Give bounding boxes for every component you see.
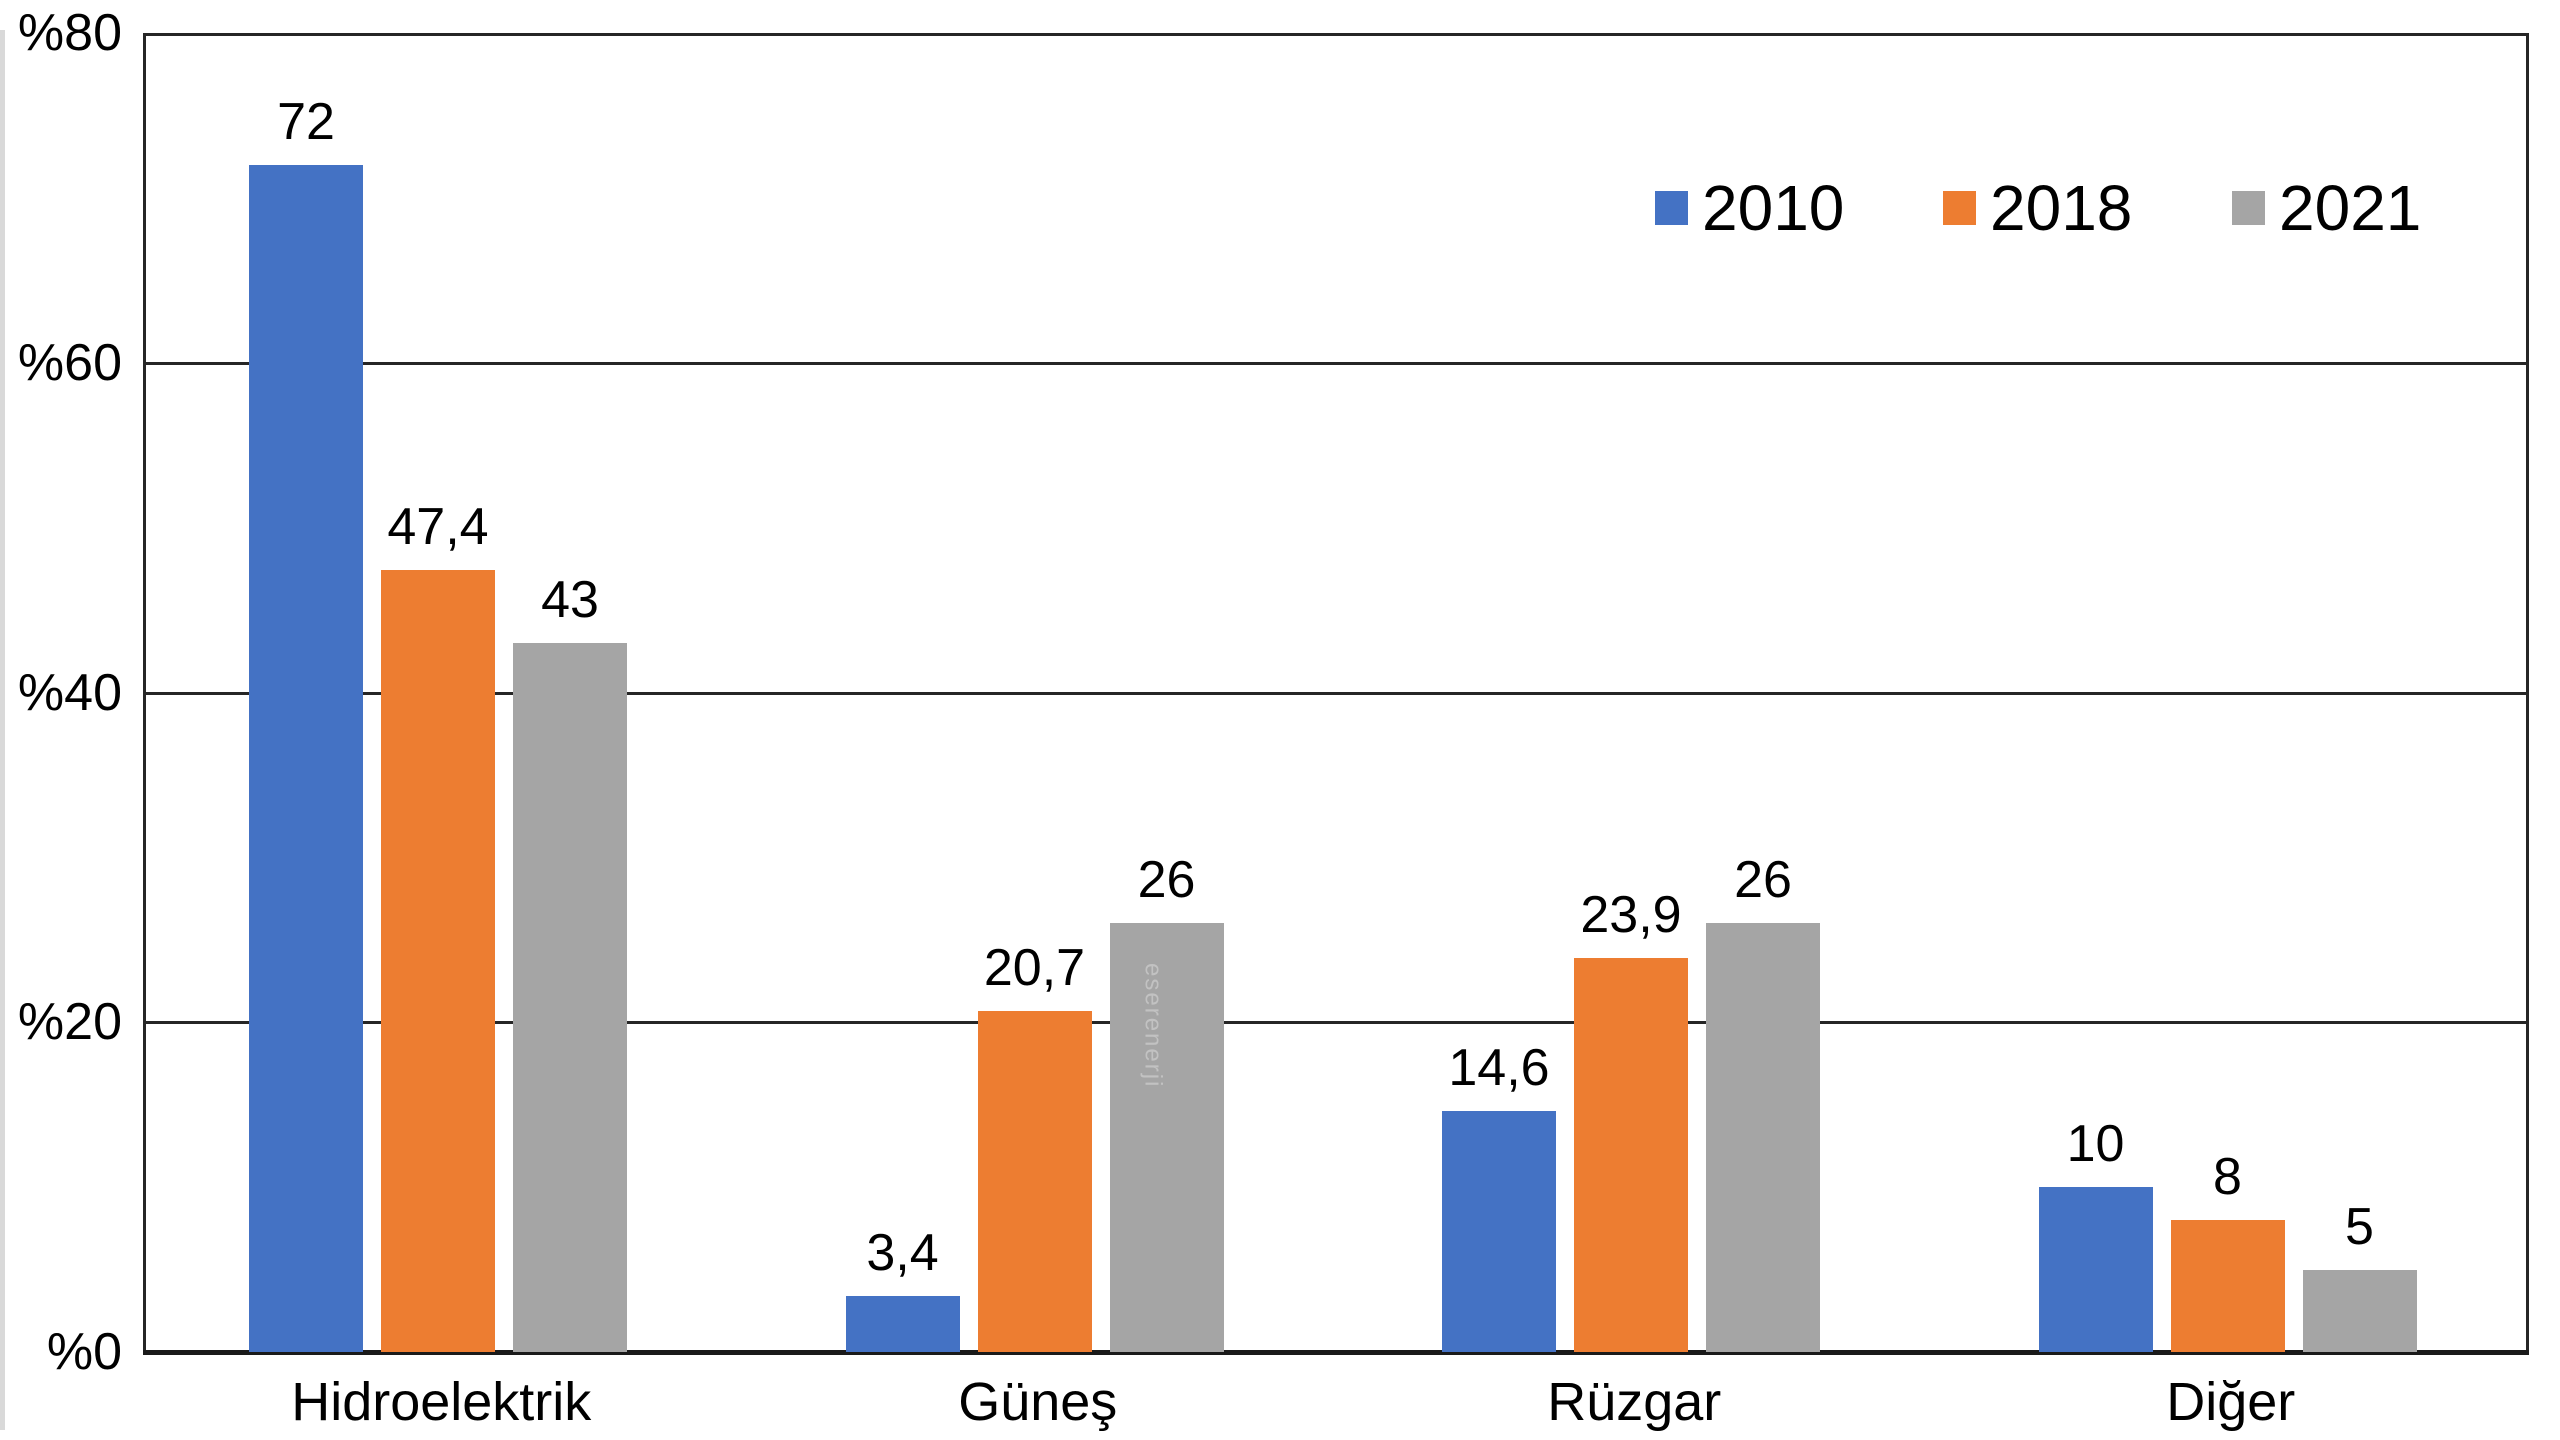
watermark-text: eserenerji <box>1139 963 1167 1089</box>
bar-2010-diğer <box>2038 1187 2153 1352</box>
bar-2010-hidroelektrik <box>249 164 363 1352</box>
legend-label-2018: 2018 <box>1990 172 2133 244</box>
value-label-2018-hidroelektrik: 47,4 <box>387 498 489 557</box>
value-label-2021-hidroelektrik: 43 <box>541 571 599 630</box>
y-axis-tick-label: %40 <box>17 663 122 722</box>
bar-2021-rüzgar <box>1706 923 1820 1352</box>
bar-2021-güneş <box>1109 923 1224 1352</box>
category-label-güneş: Güneş <box>958 1372 1118 1432</box>
bar-2010-rüzgar <box>1442 1111 1556 1352</box>
bar-2018-rüzgar <box>1574 957 1688 1352</box>
legend-swatch-2010 <box>1655 191 1688 225</box>
value-label-2010-diğer: 10 <box>2066 1115 2125 1174</box>
bar-2018-hidroelektrik <box>381 570 495 1352</box>
image-edge-artifact <box>0 30 5 1430</box>
bar-2018-diğer <box>2170 1220 2285 1352</box>
legend-item-2021: 2021 <box>2232 176 2421 240</box>
y-axis-tick-label: %20 <box>17 993 122 1052</box>
value-label-2021-diğer: 5 <box>2345 1197 2374 1256</box>
gridline-40 <box>143 691 2529 695</box>
value-label-2021-güneş: 26 <box>1137 851 1196 910</box>
value-label-2010-rüzgar: 14,6 <box>1448 1039 1550 1098</box>
value-label-2021-rüzgar: 26 <box>1734 851 1792 910</box>
legend-swatch-2021 <box>2232 191 2265 225</box>
gridline-60 <box>143 361 2529 365</box>
category-label-diğer: Diğer <box>2166 1372 2296 1432</box>
category-label-rüzgar: Rüzgar <box>1547 1372 1722 1432</box>
x-axis-line <box>143 1350 2529 1355</box>
gridline-20 <box>143 1021 2529 1025</box>
bar-2021-diğer <box>2302 1269 2417 1352</box>
y-axis-tick-label: %60 <box>17 333 122 392</box>
value-label-2018-rüzgar: 23,9 <box>1580 885 1682 944</box>
value-label-2010-hidroelektrik: 72 <box>277 92 335 151</box>
bar-2018-güneş <box>977 1010 1092 1352</box>
value-label-2010-güneş: 3,4 <box>866 1223 939 1282</box>
bar-2021-hidroelektrik <box>513 643 627 1352</box>
legend-label-2021: 2021 <box>2279 172 2422 244</box>
y-axis-tick-label: %80 <box>17 4 122 62</box>
value-label-2018-diğer: 8 <box>2213 1148 2242 1207</box>
category-label-hidroelektrik: Hidroelektrik <box>291 1372 592 1432</box>
value-label-2018-güneş: 20,7 <box>983 938 1086 997</box>
legend-item-2018: 2018 <box>1943 176 2132 240</box>
legend-item-2010: 2010 <box>1655 176 1844 240</box>
y-axis-tick-label: %0 <box>46 1323 122 1381</box>
legend-swatch-2018 <box>1943 191 1976 225</box>
legend-label-2010: 2010 <box>1702 172 1845 244</box>
bar-2010-güneş <box>845 1295 960 1352</box>
